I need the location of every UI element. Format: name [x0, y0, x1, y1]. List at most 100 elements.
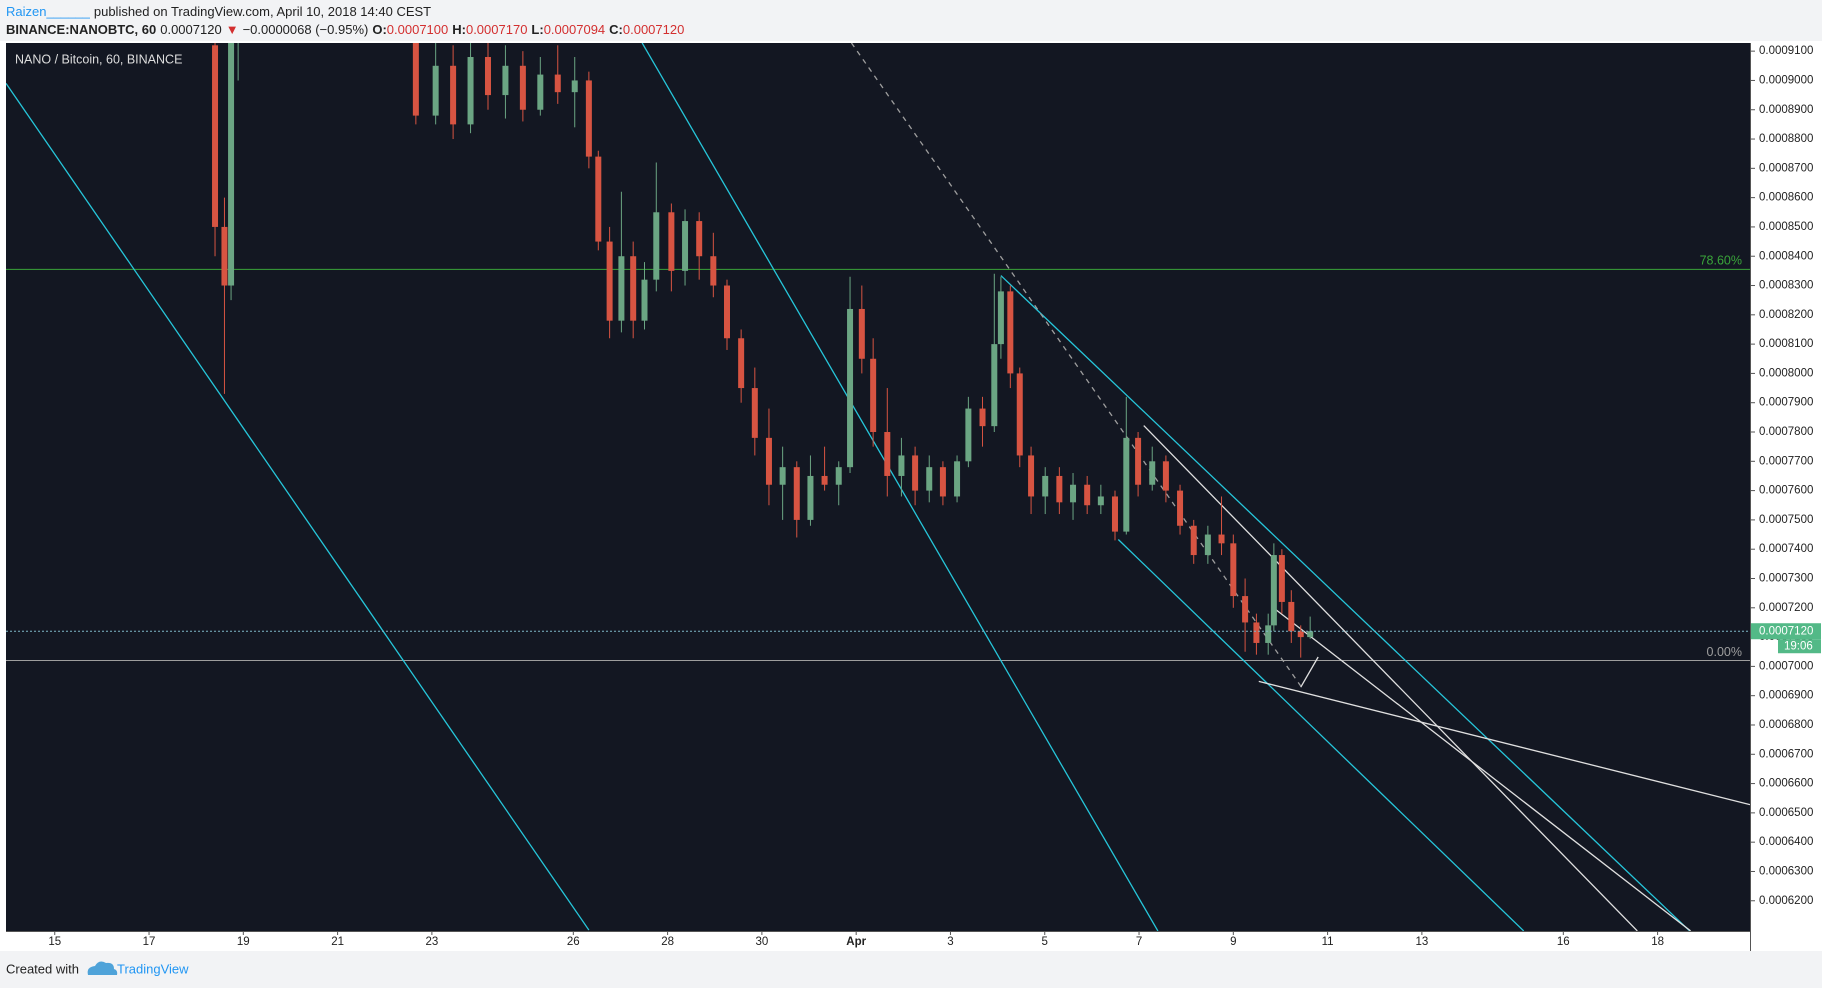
y-tick-label: 0.0008700 — [1759, 162, 1813, 174]
plot-content — [6, 0, 1750, 931]
candle-body — [954, 461, 961, 497]
y-tick-label: 0.0008400 — [1759, 250, 1813, 262]
ohlc-value: 0.0007170 — [465, 22, 528, 37]
candle-body — [926, 467, 933, 491]
candle-body — [212, 45, 219, 227]
candle-body — [1016, 373, 1023, 456]
y-tick-label: 0.0009000 — [1759, 74, 1813, 86]
candle-body — [412, 43, 419, 116]
candle-body — [997, 291, 1004, 345]
x-tick-label: 11 — [1322, 936, 1334, 948]
y-tick-label: 0.0008200 — [1759, 309, 1813, 321]
change: −0.0000068 (−0.95%) — [242, 22, 369, 37]
candle-body — [641, 279, 648, 321]
candle-body — [1230, 543, 1237, 597]
trend-line — [641, 43, 1159, 931]
candle-body — [595, 156, 602, 242]
y-tick-label: 0.0006900 — [1759, 690, 1813, 702]
candle-body — [1242, 596, 1249, 623]
candle-body — [847, 308, 854, 468]
last-price-box — [1751, 623, 1821, 640]
footer-created: Created with — [6, 961, 79, 976]
x-tick-label: 5 — [1042, 936, 1048, 948]
x-tick-label: 7 — [1136, 936, 1142, 948]
y-tick-label: 0.0006400 — [1759, 836, 1813, 848]
candle-body — [898, 455, 905, 476]
footer-brand[interactable]: TradingView — [117, 961, 189, 976]
candle-body — [1218, 534, 1225, 544]
y-tick-label: 0.0006600 — [1759, 778, 1813, 790]
candle-body — [1097, 496, 1104, 506]
y-tick-label: 0.0006800 — [1759, 719, 1813, 731]
countdown-label: 19:06 — [1784, 640, 1813, 652]
x-tick-label: 15 — [48, 936, 61, 948]
y-tick-label: 0.0007900 — [1759, 397, 1813, 409]
candle-body — [724, 285, 731, 339]
y-tick-label: 0.0007300 — [1759, 573, 1813, 585]
candle-body — [965, 408, 972, 462]
last: 0.0007120 — [160, 22, 222, 37]
y-tick-label: 0.0008500 — [1759, 221, 1813, 233]
candle-body — [682, 221, 689, 271]
candle-body — [1278, 555, 1285, 602]
ohlc-key: O: — [372, 22, 387, 37]
y-tick-label: 0.0007800 — [1759, 426, 1813, 438]
x-tick-label: 3 — [947, 936, 953, 948]
y-tick-label: 0.0006300 — [1759, 865, 1813, 877]
countdown-box — [1778, 639, 1821, 654]
candle-body — [618, 256, 625, 321]
ohlc-value: 0.0007100 — [386, 22, 449, 37]
ohlc-key: C: — [609, 22, 623, 37]
candle-body — [1007, 291, 1014, 374]
candle-body — [793, 467, 800, 520]
y-tick-label: 0.0006500 — [1759, 807, 1813, 819]
ohlc-key: H: — [452, 22, 466, 37]
candle-body — [1162, 461, 1169, 491]
y-tick-label: 0.0007400 — [1759, 543, 1813, 555]
candle-body — [991, 344, 998, 427]
candle-body — [870, 358, 877, 433]
ohlc: O:0.0007100 H:0.0007170 L:0.0007094 C:0.000… — [372, 22, 688, 37]
candle-body — [765, 437, 772, 485]
x-tick-label: 13 — [1415, 936, 1428, 948]
candle-body — [1123, 437, 1130, 532]
candle-body — [235, 0, 241, 36]
published: published on TradingView.com, April 10, … — [93, 4, 432, 19]
x-tick-label: 18 — [1651, 936, 1664, 948]
y-tick-label: 0.0008600 — [1759, 192, 1813, 204]
candle-body — [738, 338, 745, 389]
x-tick-label: 19 — [237, 936, 250, 948]
trend-line — [1000, 275, 1691, 931]
candle-body — [1204, 534, 1211, 556]
candle-body — [1177, 490, 1184, 526]
last-price-label: 0.0007120 — [1759, 625, 1813, 637]
candle-body — [1111, 496, 1118, 532]
trend-line — [1273, 607, 1691, 931]
candle-body — [779, 467, 786, 485]
candle-body — [821, 475, 828, 485]
trend-line — [850, 43, 1302, 687]
candle-body — [653, 212, 660, 280]
y-tick-label: 0.0009100 — [1759, 45, 1813, 57]
plot-area — [6, 43, 1750, 931]
trend-line — [1143, 425, 1638, 931]
trend-line — [1258, 680, 1750, 806]
trend-line — [6, 83, 590, 931]
y-tick-label: 0.0007600 — [1759, 485, 1813, 497]
candle-body — [1135, 437, 1142, 485]
candle-body — [1149, 461, 1156, 485]
logo[interactable] — [87, 961, 118, 975]
x-tick-label: Apr — [846, 936, 866, 948]
candle-body — [939, 467, 946, 497]
y-tick-label: 0.0007200 — [1759, 602, 1813, 614]
ohlc-key: L: — [531, 22, 544, 37]
author[interactable]: Raizen______ — [6, 4, 90, 19]
candle-body — [1084, 484, 1091, 506]
candle-body — [1297, 631, 1304, 638]
x-tick-label: 16 — [1557, 936, 1570, 948]
candle-body — [807, 475, 814, 520]
x-tick-label: 28 — [661, 936, 674, 948]
candle-body — [1056, 475, 1063, 503]
